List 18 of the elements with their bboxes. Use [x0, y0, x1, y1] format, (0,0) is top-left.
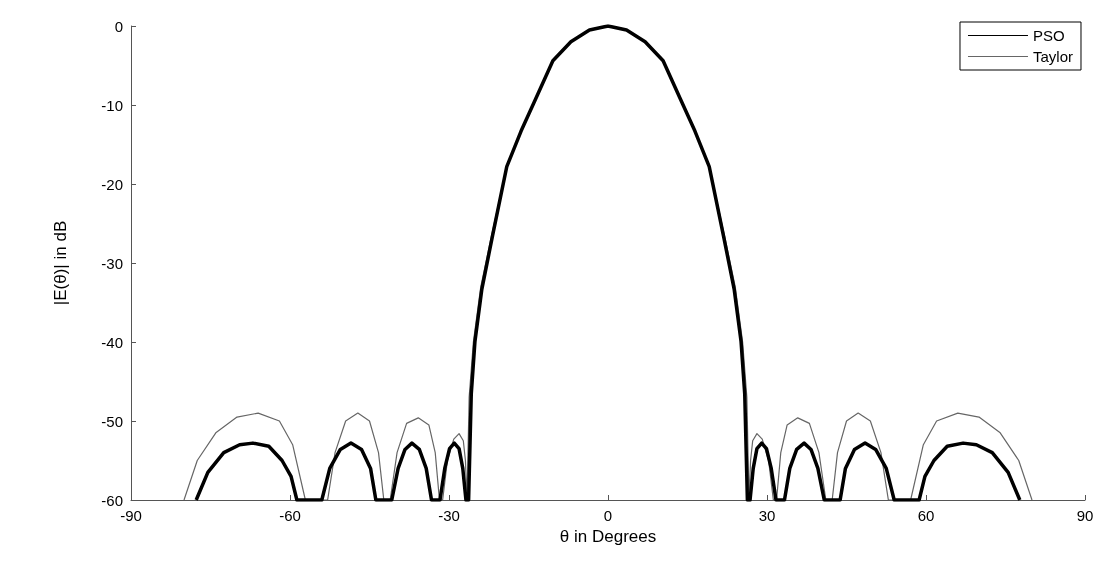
y-tick-label: -40: [101, 333, 123, 351]
x-tick-label: 90: [1076, 507, 1094, 524]
x-tick-label: -60: [279, 507, 301, 524]
x-axis-title: θ in Degrees: [559, 526, 657, 546]
x-tick-label: 30: [758, 507, 776, 524]
y-tick-label: -60: [101, 491, 123, 509]
y-axis-title: |E(θ)| in dB: [51, 220, 70, 306]
legend-label: Taylor: [1032, 48, 1073, 65]
legend-label: PSO: [1032, 27, 1065, 44]
y-tick-label: -50: [101, 412, 123, 430]
x-tick-label: 60: [917, 507, 935, 524]
x-tick-label: 0: [603, 507, 613, 524]
x-tick-label: -30: [438, 507, 460, 524]
x-tick-label: -90: [120, 507, 142, 524]
y-tick-label: -20: [101, 175, 123, 193]
y-tick-label: -30: [101, 254, 123, 272]
y-tick-label: 0: [114, 17, 123, 35]
y-tick-label: -10: [101, 96, 123, 114]
